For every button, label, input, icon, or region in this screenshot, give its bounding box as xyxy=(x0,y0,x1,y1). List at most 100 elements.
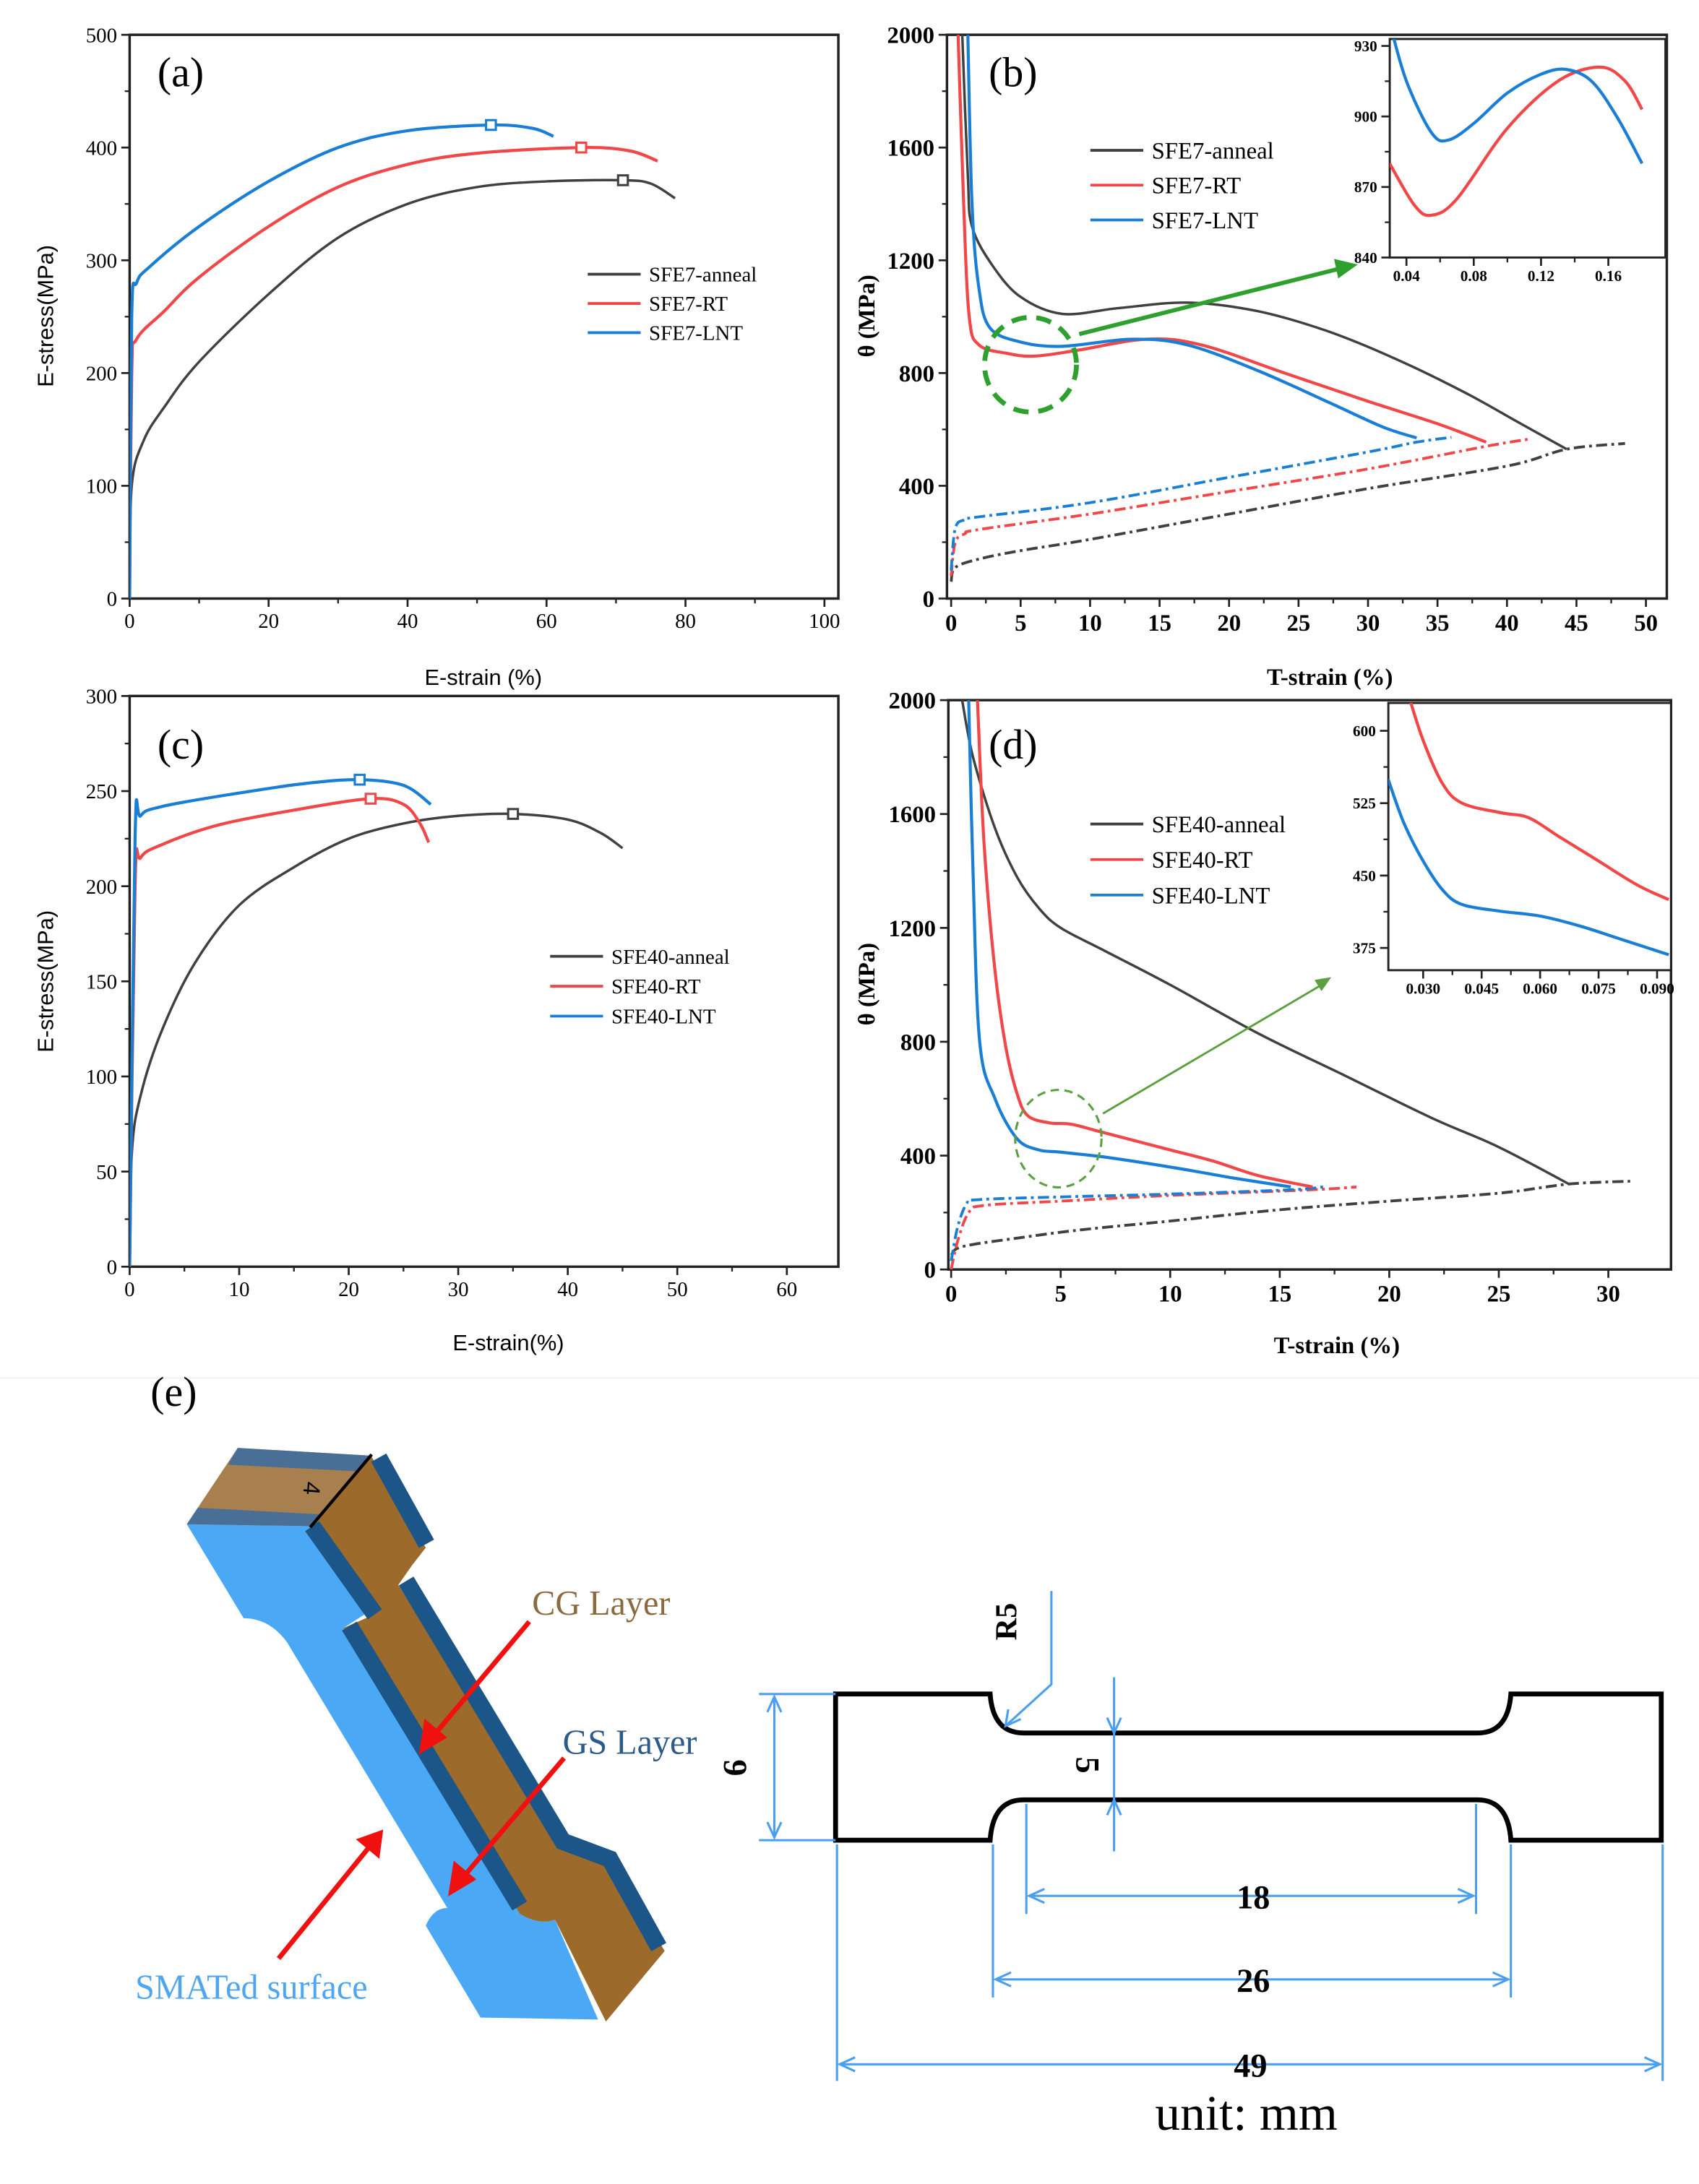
x-tick-label: 80 xyxy=(675,610,696,633)
x-tick-label: 15 xyxy=(1148,610,1171,636)
x-tick-label: 0 xyxy=(124,1278,134,1301)
thickness-edge xyxy=(309,1453,373,1529)
x-tick-label: 30 xyxy=(1596,1281,1620,1307)
y-tick-label: 1600 xyxy=(887,136,935,162)
y-tick-label: 50 xyxy=(96,1161,117,1184)
uts-marker-rt xyxy=(575,141,588,154)
x-tick-label: 20 xyxy=(338,1278,359,1301)
curve-anneal xyxy=(129,812,624,1267)
curve-lnt xyxy=(966,35,1417,440)
plot-area xyxy=(1388,702,1670,957)
plot-area xyxy=(950,700,1630,1270)
y-tick-label: 0 xyxy=(107,588,117,611)
y-tick-label: 100 xyxy=(86,1066,117,1089)
y-tick-label: 2000 xyxy=(888,689,936,715)
x-tick-label: 50 xyxy=(667,1278,688,1301)
x-tick-label: 60 xyxy=(776,1278,797,1301)
x-axis-title: T-strain (%) xyxy=(1274,1333,1400,1359)
smated-surface-label: SMATed surface xyxy=(135,1969,368,2007)
x-tick-label: 45 xyxy=(1565,610,1588,636)
y-tick-label: 400 xyxy=(899,474,934,500)
chart-c: 0 10 20 30 40 50 60 0 50 100 150 200 250 300 SFE40-ann… xyxy=(33,685,840,1355)
dim-5: 5 xyxy=(1069,1756,1106,1773)
stress-curve-anneal xyxy=(950,441,1625,582)
x-tick-label: 30 xyxy=(1356,610,1380,636)
y-tick-label: 250 xyxy=(86,780,117,803)
smat-arrowhead xyxy=(356,1829,384,1859)
uts-marker-lnt xyxy=(485,118,497,131)
curve-rt xyxy=(976,700,1313,1188)
legend-label-lnt: SFE7-LNT xyxy=(649,322,743,345)
cg-layer-face xyxy=(311,1455,665,2022)
y-tick-label: 375 xyxy=(1353,940,1376,957)
y-axis-title: E-stress(MPa) xyxy=(33,910,58,1053)
x-tick-label: 20 xyxy=(258,610,279,633)
gs-layer-strip xyxy=(342,1621,528,1911)
x-tick-label: 35 xyxy=(1426,610,1450,636)
inset-d: 0.030 0.045 0.060 0.075 0.090 375 450 525 600 xyxy=(1353,702,1674,998)
x-tick-label: 60 xyxy=(536,610,557,633)
x-tick-label: 0.08 xyxy=(1461,267,1487,285)
panel-label-b: (b) xyxy=(989,48,1037,95)
y-tick-label: 2000 xyxy=(887,23,935,49)
zoom-arrowhead-b xyxy=(1333,259,1358,279)
legend-label-lnt: SFE7-LNT xyxy=(1152,208,1258,234)
x-tick-label: 5 xyxy=(1055,1281,1067,1307)
x-tick-label: 0 xyxy=(945,1281,957,1307)
x-tick-label: 40 xyxy=(1495,610,1519,636)
zoom-circle-d xyxy=(1014,1089,1103,1189)
x-tick-label: 15 xyxy=(1268,1281,1291,1307)
legend-label-rt: SFE7-RT xyxy=(1152,173,1242,199)
y-tick-label: 300 xyxy=(86,249,117,272)
y-axis-title: θ (MPa) xyxy=(854,943,880,1025)
x-tick-label: 10 xyxy=(1158,1281,1182,1307)
legend-label-anneal: SFE7-anneal xyxy=(1152,139,1274,165)
stress-curve-lnt xyxy=(950,436,1452,571)
x-tick-label: 0 xyxy=(945,610,957,636)
dim-18: 18 xyxy=(1236,1880,1270,1917)
x-tick-label: 0.075 xyxy=(1581,980,1616,998)
annotation-d xyxy=(1014,977,1332,1189)
y-tick-label: 0 xyxy=(924,1258,936,1284)
x-axis-title: E-strain(%) xyxy=(452,1330,564,1355)
gs-arrowhead xyxy=(448,1860,477,1896)
legend-label-rt: SFE40-RT xyxy=(611,975,701,998)
dim-9: 9 xyxy=(716,1759,753,1776)
grip-top-stripe xyxy=(186,1508,322,1527)
grip-top-stripe xyxy=(228,1448,371,1472)
chart-a: 0 20 40 60 80 1000100200300400500SFE7-annealS… xyxy=(33,24,840,690)
plot-frame xyxy=(1388,38,1666,259)
specimen-3d: 4 xyxy=(186,1448,667,2022)
legend-label-lnt: SFE40-LNT xyxy=(611,1006,716,1029)
y-tick-label: 1200 xyxy=(887,249,935,275)
x-tick-label: 0 xyxy=(124,610,134,633)
y-tick-label: 1200 xyxy=(888,916,936,942)
annotation-b xyxy=(982,259,1358,415)
y-tick-label: 400 xyxy=(86,137,117,160)
x-tick-label: 40 xyxy=(397,610,418,633)
x-tick-label: 10 xyxy=(1078,610,1102,636)
gs-layer-strip xyxy=(398,1576,667,1951)
y-tick-label: 500 xyxy=(86,24,117,47)
x-tick-label: 100 xyxy=(809,610,840,633)
legend: SFE7-anneal SFE7-RT SFE7-LNT xyxy=(588,264,757,345)
y-tick-label: 300 xyxy=(86,685,117,708)
y-tick-label: 900 xyxy=(1354,108,1377,126)
uts-marker-anneal xyxy=(507,808,520,820)
uts-marker-anneal xyxy=(616,174,629,186)
plot-area xyxy=(1390,38,1644,217)
legend: SFE40-anneal SFE40-RT SFE40-LNT xyxy=(1090,812,1286,909)
cg-arrowhead xyxy=(418,1718,447,1755)
gs-layer-strip xyxy=(371,1453,434,1548)
unit-label: unit: mm xyxy=(1155,2086,1337,2141)
specimen-outline xyxy=(833,1691,1664,1843)
legend: SFE7-anneal SFE7-RT SFE7-LNT xyxy=(1090,139,1274,234)
panel-label-a: (a) xyxy=(158,48,204,95)
y-tick-label: 840 xyxy=(1354,249,1377,267)
chart-b: 0 5 10 15 20 25 30 35 40 45 50 0 400 800 1200 1600 2000 S… xyxy=(854,23,1669,691)
label-arrows xyxy=(276,1620,567,1960)
gs-layer-label: GS Layer xyxy=(563,1724,697,1762)
cg-arrow xyxy=(432,1620,531,1736)
plot-frame xyxy=(1387,702,1672,972)
x-tick-label: 25 xyxy=(1286,610,1310,636)
